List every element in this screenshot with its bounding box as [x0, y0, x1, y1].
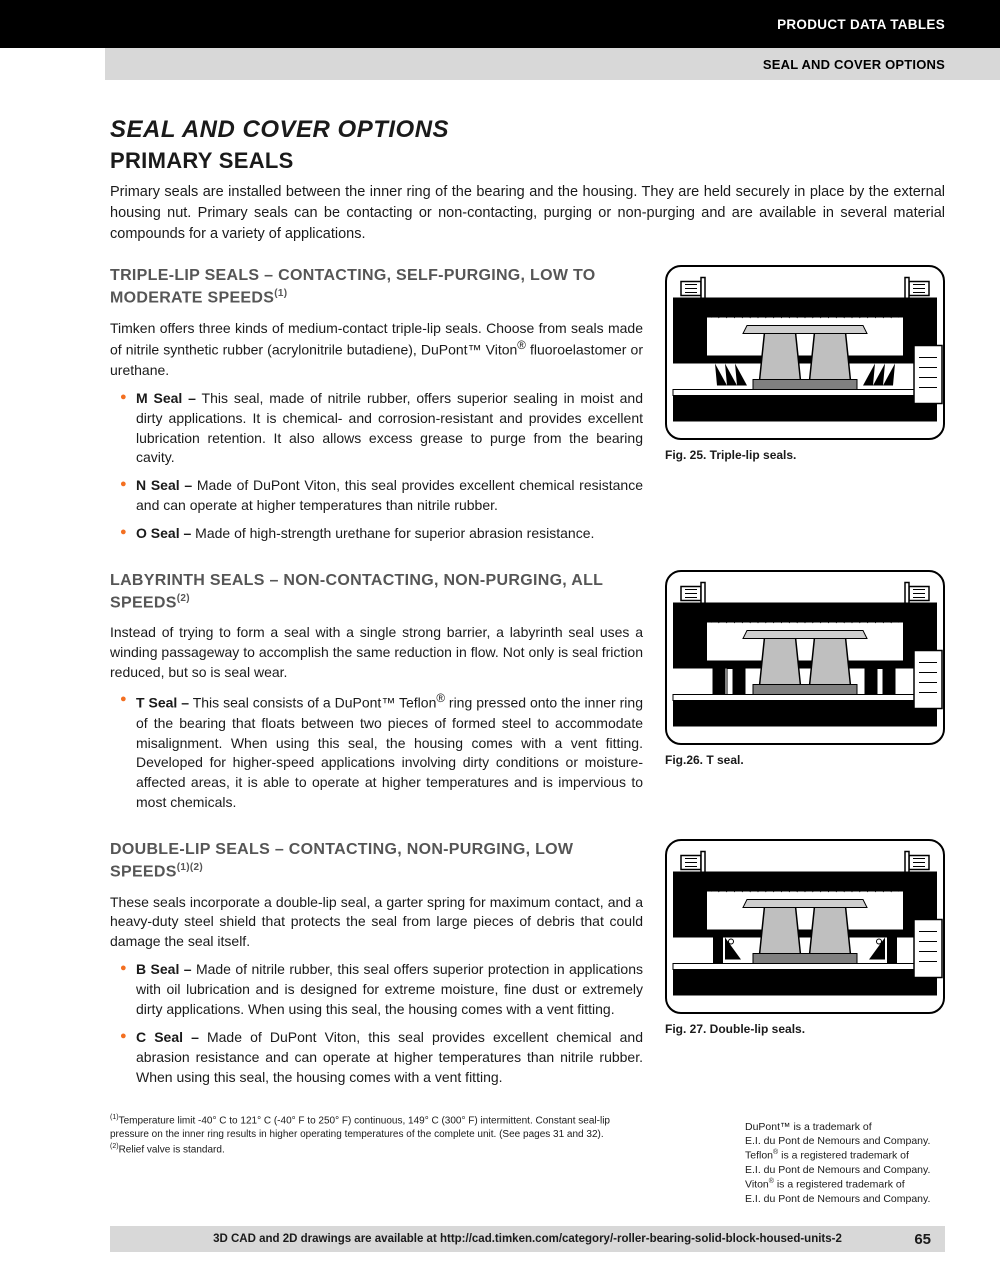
bullet-item: C Seal – Made of DuPont Viton, this seal…	[124, 1028, 643, 1088]
section-text-column: DOUBLE-LIP SEALS – CONTACTING, NON-PURGI…	[110, 839, 643, 1095]
trademark-note: DuPont™ is a trademark ofE.I. du Pont de…	[745, 1120, 945, 1206]
header-gray-text: SEAL AND COVER OPTIONS	[763, 57, 945, 72]
header-black-text: PRODUCT DATA TABLES	[777, 17, 945, 32]
section-body: Timken offers three kinds of medium-cont…	[110, 319, 643, 381]
seal-diagram	[667, 267, 943, 438]
intro-paragraph: Primary seals are installed between the …	[110, 182, 945, 245]
section-text-column: LABYRINTH SEALS – NON-CONTACTING, NON-PU…	[110, 570, 643, 821]
bullet-item: N Seal – Made of DuPont Viton, this seal…	[124, 476, 643, 516]
section-text-column: TRIPLE-LIP SEALS – CONTACTING, SELF-PURG…	[110, 265, 643, 552]
figure-column: Fig. 27. Double-lip seals.	[665, 839, 945, 1095]
seal-diagram	[667, 572, 943, 743]
main-title: SEAL AND COVER OPTIONS	[110, 116, 945, 144]
figure-caption: Fig. 25. Triple-lip seals.	[665, 448, 945, 462]
figure-caption: Fig. 27. Double-lip seals.	[665, 1022, 945, 1036]
figure-box	[665, 265, 945, 440]
header-black-band: PRODUCT DATA TABLES	[0, 0, 1000, 48]
figure-caption: Fig.26. T seal.	[665, 753, 945, 767]
figure-column: Fig. 25. Triple-lip seals.	[665, 265, 945, 552]
bullet-item: B Seal – Made of nitrile rubber, this se…	[124, 960, 643, 1020]
section-2: DOUBLE-LIP SEALS – CONTACTING, NON-PURGI…	[110, 839, 945, 1095]
bullet-item: M Seal – This seal, made of nitrile rubb…	[124, 389, 643, 469]
bullet-list: B Seal – Made of nitrile rubber, this se…	[110, 960, 643, 1087]
bullet-item: O Seal – Made of high-strength urethane …	[124, 524, 643, 544]
footer-text: 3D CAD and 2D drawings are available at …	[213, 1233, 842, 1245]
figure-box	[665, 839, 945, 1014]
section-body: These seals incorporate a double-lip sea…	[110, 893, 643, 953]
page-number: 65	[914, 1231, 931, 1248]
section-heading: LABYRINTH SEALS – NON-CONTACTING, NON-PU…	[110, 570, 643, 614]
bullet-list: T Seal – This seal consists of a DuPont™…	[110, 691, 643, 813]
seal-diagram	[667, 841, 943, 1012]
figure-box	[665, 570, 945, 745]
section-heading: DOUBLE-LIP SEALS – CONTACTING, NON-PURGI…	[110, 839, 643, 883]
section-heading: TRIPLE-LIP SEALS – CONTACTING, SELF-PURG…	[110, 265, 643, 309]
section-0: TRIPLE-LIP SEALS – CONTACTING, SELF-PURG…	[110, 265, 945, 552]
subtitle: PRIMARY SEALS	[110, 148, 945, 174]
section-1: LABYRINTH SEALS – NON-CONTACTING, NON-PU…	[110, 570, 945, 821]
bullet-item: T Seal – This seal consists of a DuPont™…	[124, 691, 643, 813]
footnotes: (1)Temperature limit -40° C to 121° C (-…	[110, 1113, 628, 1156]
section-body: Instead of trying to form a seal with a …	[110, 623, 643, 683]
footer-bar: 3D CAD and 2D drawings are available at …	[110, 1226, 945, 1252]
page-content: SEAL AND COVER OPTIONS PRIMARY SEALS Pri…	[0, 80, 1000, 1157]
header-gray-band: SEAL AND COVER OPTIONS	[105, 48, 1000, 80]
bullet-list: M Seal – This seal, made of nitrile rubb…	[110, 389, 643, 544]
figure-column: Fig.26. T seal.	[665, 570, 945, 821]
